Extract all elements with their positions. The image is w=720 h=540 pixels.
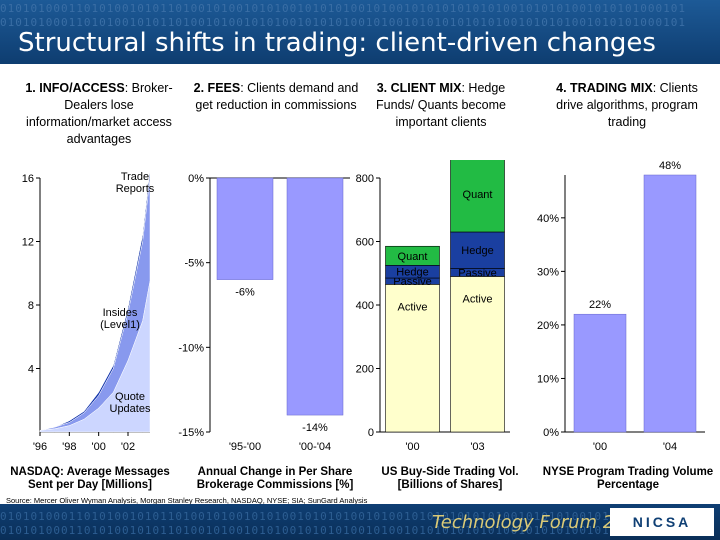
segment-label: Passive bbox=[393, 276, 432, 288]
y-tick-label: 20% bbox=[537, 320, 559, 332]
data-label: 22% bbox=[589, 299, 611, 311]
header-lead: 4. TRADING MIX bbox=[556, 81, 653, 95]
y-tick-label: 4 bbox=[28, 364, 34, 376]
x-tick-label: '02 bbox=[121, 441, 135, 453]
x-tick-label: '98 bbox=[62, 441, 76, 453]
bar bbox=[286, 177, 344, 416]
data-label: -6% bbox=[235, 287, 255, 299]
data-label: -14% bbox=[302, 422, 328, 434]
data-label: 48% bbox=[659, 160, 681, 172]
program-trading-chart: 0% 10% 20% 30% 40% 22% '00 48% '04 bbox=[537, 160, 705, 453]
x-tick-label: '00 bbox=[593, 441, 607, 453]
y-tick-label: -15% bbox=[178, 427, 204, 439]
segment-label: Quant bbox=[398, 251, 428, 263]
forum-label: Technology Forum 2005 bbox=[432, 512, 649, 533]
bar-segment-active bbox=[450, 276, 505, 433]
segment-label: Active bbox=[463, 293, 493, 305]
bar-segment-active bbox=[385, 284, 440, 433]
binary-pattern: 0101010001101010010101101001010010101001… bbox=[0, 510, 687, 523]
commission-change-chart: 0% -5% -10% -15% -6% '95-'00 -14% '00-'04 bbox=[178, 173, 350, 453]
x-tick-label: '00 bbox=[91, 441, 105, 453]
header-client-mix: 3. CLIENT MIX: Hedge Funds/ Quants becom… bbox=[357, 80, 525, 131]
y-tick-label: 8 bbox=[28, 300, 34, 312]
bar bbox=[216, 177, 274, 280]
segment-label: Passive bbox=[458, 267, 497, 279]
binary-pattern: 0101010001101010010101101001010010101001… bbox=[0, 524, 687, 537]
y-tick-label: 800 bbox=[356, 173, 374, 185]
segment-label: Active bbox=[398, 301, 428, 313]
x-tick-label: '03 bbox=[470, 441, 484, 453]
binary-pattern: 0101010001101010010101101001010010101001… bbox=[0, 16, 687, 29]
header-lead: 1. INFO/ACCESS bbox=[25, 81, 125, 95]
header-lead: 2. FEES bbox=[193, 81, 241, 95]
title-band bbox=[0, 0, 720, 64]
y-tick-label: 200 bbox=[356, 364, 374, 376]
header-trading-mix: 4. TRADING MIX: Clients drive algorithms… bbox=[543, 80, 711, 131]
bar bbox=[573, 313, 627, 433]
y-tick-label: 0% bbox=[188, 173, 204, 185]
series-label: Reports bbox=[116, 183, 155, 195]
x-tick-label: '00 bbox=[405, 441, 419, 453]
x-tick-label: '95-'00 bbox=[229, 441, 261, 453]
binary-pattern: 0101010001101010010101101001010010101001… bbox=[0, 2, 687, 15]
series-label: (Level1) bbox=[100, 319, 140, 331]
segment-label: Quant bbox=[463, 189, 493, 201]
caption-commissions: Annual Change in Per Share Brokerage Com… bbox=[196, 466, 354, 491]
chart4-plot: 0% 10% 20% 30% 40% 22% '00 48% '04 bbox=[537, 160, 705, 453]
y-tick-label: 600 bbox=[356, 237, 374, 249]
header-fees: 2. FEES: Clients demand and get reductio… bbox=[192, 80, 360, 114]
slide-title: Structural shifts in trading: client-dri… bbox=[18, 28, 656, 58]
x-tick-label: '04 bbox=[663, 441, 677, 453]
bar-segment-quant bbox=[385, 245, 440, 266]
y-tick-label: 40% bbox=[537, 213, 559, 225]
header-text: : Broker-Dealers lose information/market… bbox=[26, 81, 173, 146]
segment-label: Hedge bbox=[396, 267, 428, 279]
segment-label: Hedge bbox=[461, 245, 493, 257]
series-label: Updates bbox=[110, 403, 151, 415]
caption-buy-side: US Buy-Side Trading Vol. [Billions of Sh… bbox=[381, 466, 519, 491]
series-label: Quote bbox=[115, 391, 145, 403]
header-text: : Clients drive algorithms, program trad… bbox=[556, 81, 698, 129]
header-lead: 3. CLIENT MIX bbox=[376, 81, 462, 95]
y-tick-label: 0% bbox=[543, 427, 559, 439]
y-tick-label: -5% bbox=[184, 258, 204, 270]
y-tick-label: 400 bbox=[356, 300, 374, 312]
chart2-plot: 0% -5% -10% -15% -6% '95-'00 -14% '00-'04 bbox=[178, 173, 350, 453]
chart3-plot: 0200400600800ActivePassiveHedgeQuant'00A… bbox=[356, 160, 510, 453]
y-tick-label: -10% bbox=[178, 342, 204, 354]
caption-program-trading: NYSE Program Trading Volume Percentage bbox=[542, 466, 714, 491]
bar bbox=[643, 174, 697, 433]
series-label: Insides bbox=[103, 307, 138, 319]
footer-band bbox=[0, 504, 720, 540]
buy-side-volume-chart: 0200400600800ActivePassiveHedgeQuant'00A… bbox=[356, 160, 510, 453]
y-tick-label: 12 bbox=[22, 237, 34, 249]
x-tick-label: '96 bbox=[33, 441, 47, 453]
x-tick-label: '00-'04 bbox=[299, 441, 331, 453]
logo-text: NICSA bbox=[632, 514, 692, 530]
bar-segment-hedge bbox=[450, 231, 505, 269]
header-text: : Hedge Funds/ Quants become important c… bbox=[376, 81, 506, 129]
nicsa-logo: NICSA bbox=[610, 508, 714, 536]
bar-segment-quant bbox=[450, 160, 505, 233]
header-info-access: 1. INFO/ACCESS: Broker-Dealers lose info… bbox=[15, 80, 183, 148]
header-text: : Clients demand and get reduction in co… bbox=[195, 81, 359, 112]
caption-nasdaq: NASDAQ: Average Messages Sent per Day [M… bbox=[10, 466, 170, 491]
source-note: Source: Mercer Oliver Wyman Analysis, Mo… bbox=[6, 496, 368, 505]
y-tick-label: 10% bbox=[537, 373, 559, 385]
y-tick-label: 0 bbox=[368, 427, 374, 439]
y-tick-label: 16 bbox=[22, 173, 34, 185]
series-label: Trade bbox=[121, 171, 149, 183]
y-tick-label: 30% bbox=[537, 266, 559, 278]
